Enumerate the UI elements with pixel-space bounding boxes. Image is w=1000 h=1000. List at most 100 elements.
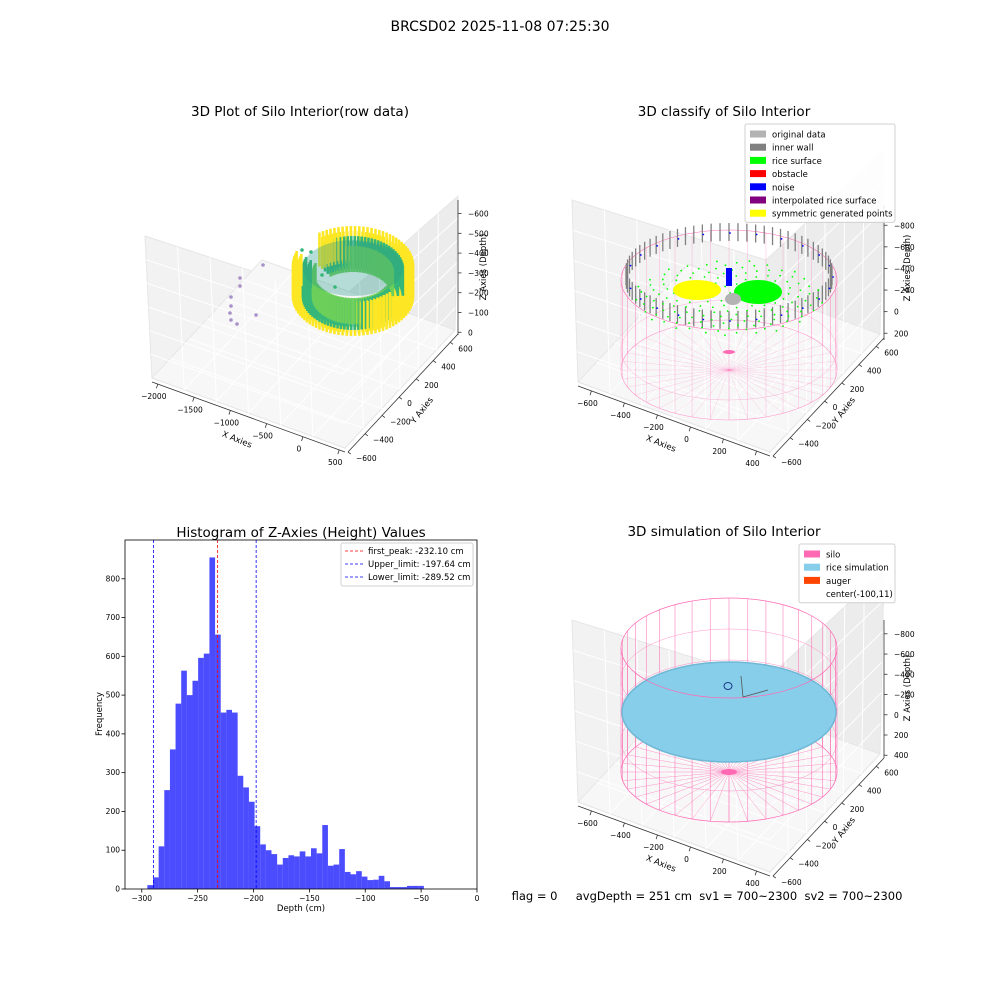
x-tick-label: 0 xyxy=(684,855,689,864)
outlier-point xyxy=(235,322,239,326)
rice-surface-point xyxy=(705,263,708,266)
histogram-bar xyxy=(226,709,232,889)
silo-spoke xyxy=(674,326,730,371)
y-tick xyxy=(381,415,386,418)
x-axis-line xyxy=(151,381,346,453)
histogram-bar xyxy=(401,887,407,889)
data-point xyxy=(309,250,313,254)
z-tick-label: 200 xyxy=(894,329,909,338)
x-tick-label: 500 xyxy=(328,458,343,467)
rice-surface-point xyxy=(637,285,640,288)
x-tick-label: −200 xyxy=(643,843,664,852)
silo-spoke xyxy=(691,322,730,371)
silo-spoke xyxy=(728,369,784,414)
x-tick-label: −400 xyxy=(610,831,631,840)
silo-spoke xyxy=(728,771,831,790)
histogram-bar xyxy=(333,864,340,889)
silo-spoke xyxy=(728,771,836,781)
y-tick-label: −400 xyxy=(798,860,819,869)
y-tick xyxy=(364,433,369,437)
silo-spoke xyxy=(728,771,799,811)
rice-surface-point xyxy=(697,267,700,270)
y-tick xyxy=(875,345,880,349)
rice-surface-point xyxy=(666,288,669,290)
silo-spoke xyxy=(635,746,730,773)
silo-top-ring xyxy=(620,597,838,699)
center-marker xyxy=(723,682,733,690)
rice-surface-point xyxy=(704,331,707,334)
rice-surface-point xyxy=(675,322,678,324)
histogram-bar xyxy=(175,703,182,889)
rice-surface-point xyxy=(678,316,681,319)
x-tick xyxy=(754,450,757,456)
y-tick xyxy=(347,451,352,455)
rice-surface-point xyxy=(781,306,784,308)
outlier-point xyxy=(229,304,233,308)
silo-spoke xyxy=(710,771,730,822)
y-axis-label: Y Axies xyxy=(408,395,436,427)
y-axis-label: Frequency xyxy=(95,692,105,736)
silo-spoke xyxy=(728,322,767,371)
rice-surface-point xyxy=(786,320,788,323)
legend-box xyxy=(744,123,896,223)
noise-point xyxy=(629,264,632,267)
x-tick-label: −200 xyxy=(643,423,664,432)
rice-surface-point xyxy=(808,292,811,295)
x-tick-label: 200 xyxy=(712,447,727,456)
rice-surface-point xyxy=(726,310,729,312)
silo-spoke xyxy=(622,763,730,773)
rice-surface-point xyxy=(775,329,778,332)
z-tick-label: −200 xyxy=(894,286,915,295)
auger-arm xyxy=(742,689,769,698)
rice-surface-point xyxy=(774,280,777,282)
noise-point xyxy=(828,287,831,290)
rice-surface-point xyxy=(753,264,756,267)
y-axis-line xyxy=(772,337,885,457)
noise-point xyxy=(818,254,821,256)
histogram-bar xyxy=(418,885,424,889)
x-axis-line xyxy=(577,385,771,457)
outlier-point xyxy=(228,311,232,315)
noise-point xyxy=(677,314,680,317)
legend-swatch xyxy=(750,183,766,191)
silo-spoke xyxy=(710,320,730,371)
z-axis-label: Z Axies (Depth) xyxy=(903,235,913,302)
rice-surface-point xyxy=(676,274,679,277)
z-tick-label: 0 xyxy=(894,711,899,720)
y-tick xyxy=(772,875,777,879)
histogram-bar xyxy=(294,856,300,889)
x-tick-label: −200 xyxy=(243,894,264,903)
x-tick-label: −1500 xyxy=(177,405,203,414)
rice-surface-point xyxy=(700,321,702,323)
legend-swatch xyxy=(804,550,820,558)
legend-label: inner wall xyxy=(772,144,813,154)
y-tick xyxy=(433,360,437,363)
rice-surface-point xyxy=(755,276,758,278)
silo-spoke xyxy=(691,369,730,418)
rice-surface-point xyxy=(737,324,739,327)
silo-spoke xyxy=(728,344,823,371)
y-tick-label: −200 xyxy=(815,421,836,430)
histogram-bar xyxy=(322,825,328,889)
y-tick xyxy=(789,437,794,441)
histogram-bar xyxy=(265,850,272,889)
legend-box xyxy=(798,543,896,604)
noise-cluster xyxy=(726,268,732,286)
histogram-bar xyxy=(220,712,227,889)
x-tick xyxy=(688,426,691,432)
silo-spoke xyxy=(728,369,767,418)
y-tick xyxy=(398,396,403,400)
rice-surface-point xyxy=(724,264,727,267)
outlier-point xyxy=(238,276,242,280)
x-axis-label: X Axies xyxy=(644,434,677,455)
rice-surface-point xyxy=(755,270,758,272)
x-tick-label: 400 xyxy=(745,459,760,468)
noise-point xyxy=(755,233,758,236)
legend-swatch xyxy=(804,576,820,584)
y-tick xyxy=(841,802,845,806)
status-line: flag = 0 avgDepth = 251 cm sv1 = 700~230… xyxy=(512,889,903,903)
noise-point xyxy=(702,318,705,321)
z-tick-label: −400 xyxy=(468,249,489,258)
y-tick-label: 200 xyxy=(850,805,865,814)
rice-surface-point xyxy=(675,279,678,282)
